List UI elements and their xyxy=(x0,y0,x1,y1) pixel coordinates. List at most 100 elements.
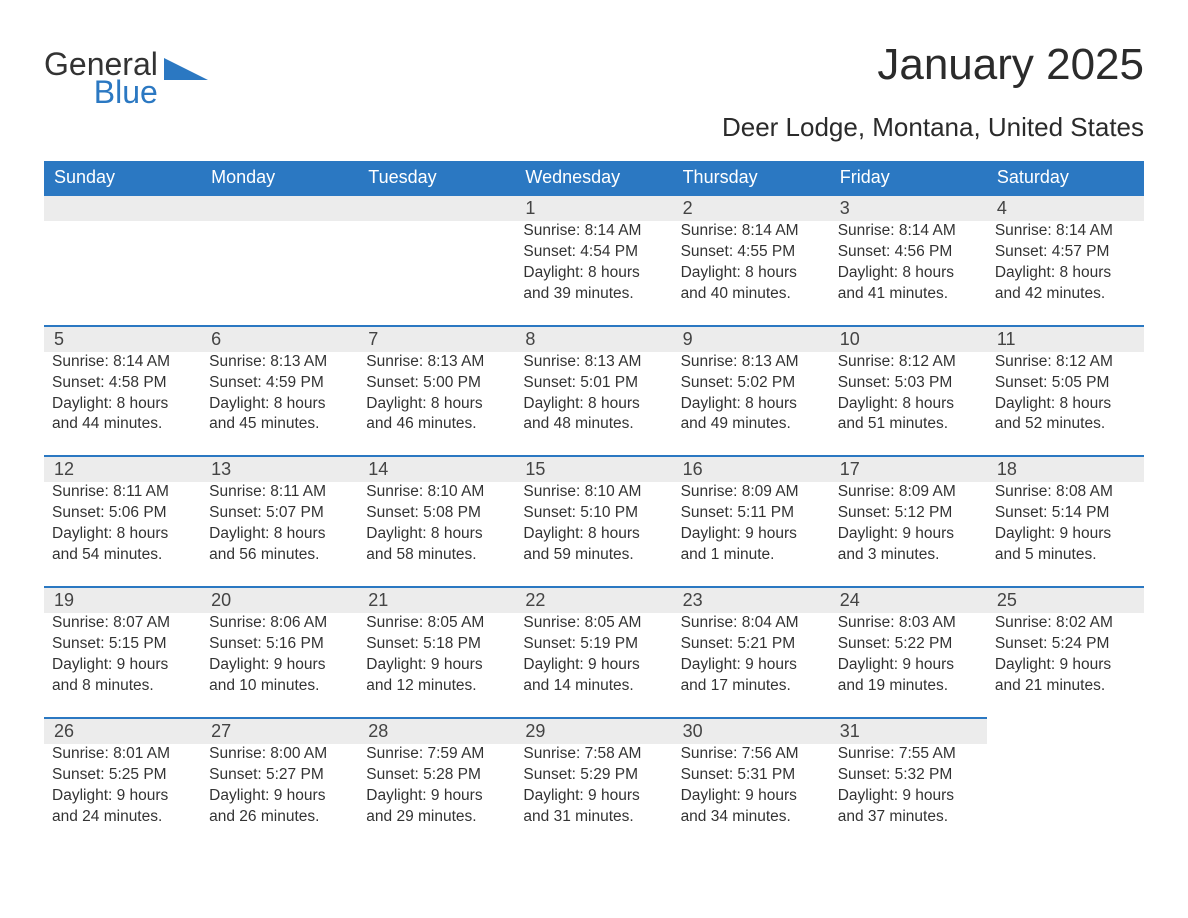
sunset-text: Sunset: 5:19 PM xyxy=(523,634,664,655)
day-number-cell: 25 xyxy=(987,587,1144,613)
sunrise-text: Sunrise: 8:10 AM xyxy=(366,482,507,503)
day-number-cell: 12 xyxy=(44,456,201,482)
sunset-text: Sunset: 4:56 PM xyxy=(838,242,979,263)
day-detail-cell: Sunrise: 7:58 AMSunset: 5:29 PMDaylight:… xyxy=(515,744,672,848)
day-number-cell: 21 xyxy=(358,587,515,613)
daylight-text: Daylight: 9 hours xyxy=(366,786,507,807)
day-number-row: 567891011 xyxy=(44,326,1144,352)
sunset-text: Sunset: 5:18 PM xyxy=(366,634,507,655)
location-subtitle: Deer Lodge, Montana, United States xyxy=(44,112,1144,143)
daylight-text: and 12 minutes. xyxy=(366,676,507,697)
daylight-text: and 45 minutes. xyxy=(209,414,350,435)
daylight-text: Daylight: 8 hours xyxy=(52,524,193,545)
day-header: Saturday xyxy=(987,161,1144,195)
day-header: Tuesday xyxy=(358,161,515,195)
daylight-text: and 31 minutes. xyxy=(523,807,664,828)
daylight-text: and 24 minutes. xyxy=(52,807,193,828)
daylight-text: and 52 minutes. xyxy=(995,414,1136,435)
day-detail-cell: Sunrise: 8:06 AMSunset: 5:16 PMDaylight:… xyxy=(201,613,358,718)
sunrise-text: Sunrise: 8:12 AM xyxy=(995,352,1136,373)
daylight-text: Daylight: 8 hours xyxy=(523,524,664,545)
day-number-cell: 26 xyxy=(44,718,201,744)
day-number-cell: 10 xyxy=(830,326,987,352)
daylight-text: and 26 minutes. xyxy=(209,807,350,828)
logo: General Blue xyxy=(44,40,208,108)
day-number-cell: 30 xyxy=(673,718,830,744)
daylight-text: Daylight: 8 hours xyxy=(209,394,350,415)
sunset-text: Sunset: 4:55 PM xyxy=(681,242,822,263)
daylight-text: and 19 minutes. xyxy=(838,676,979,697)
day-detail-cell: Sunrise: 8:07 AMSunset: 5:15 PMDaylight:… xyxy=(44,613,201,718)
day-detail-cell xyxy=(358,221,515,326)
daylight-text: and 44 minutes. xyxy=(52,414,193,435)
daylight-text: and 54 minutes. xyxy=(52,545,193,566)
day-number-cell: 19 xyxy=(44,587,201,613)
daylight-text: Daylight: 9 hours xyxy=(995,655,1136,676)
daylight-text: and 1 minute. xyxy=(681,545,822,566)
day-detail-cell: Sunrise: 8:05 AMSunset: 5:18 PMDaylight:… xyxy=(358,613,515,718)
header: General Blue January 2025 xyxy=(44,40,1144,108)
daylight-text: Daylight: 8 hours xyxy=(209,524,350,545)
sunset-text: Sunset: 5:06 PM xyxy=(52,503,193,524)
day-detail-cell xyxy=(201,221,358,326)
daylight-text: and 8 minutes. xyxy=(52,676,193,697)
day-detail-cell xyxy=(44,221,201,326)
sunrise-text: Sunrise: 8:13 AM xyxy=(523,352,664,373)
sunrise-text: Sunrise: 8:14 AM xyxy=(52,352,193,373)
sunset-text: Sunset: 4:58 PM xyxy=(52,373,193,394)
sunset-text: Sunset: 5:07 PM xyxy=(209,503,350,524)
day-detail-cell: Sunrise: 8:08 AMSunset: 5:14 PMDaylight:… xyxy=(987,482,1144,587)
daylight-text: Daylight: 9 hours xyxy=(52,655,193,676)
daylight-text: and 46 minutes. xyxy=(366,414,507,435)
day-detail-cell: Sunrise: 8:03 AMSunset: 5:22 PMDaylight:… xyxy=(830,613,987,718)
day-number-cell: 29 xyxy=(515,718,672,744)
day-header: Friday xyxy=(830,161,987,195)
day-number-cell: 2 xyxy=(673,195,830,221)
daylight-text: Daylight: 8 hours xyxy=(838,394,979,415)
day-detail-cell: Sunrise: 8:10 AMSunset: 5:08 PMDaylight:… xyxy=(358,482,515,587)
sunrise-text: Sunrise: 8:10 AM xyxy=(523,482,664,503)
sunset-text: Sunset: 5:25 PM xyxy=(52,765,193,786)
sunset-text: Sunset: 5:03 PM xyxy=(838,373,979,394)
day-number-cell: 31 xyxy=(830,718,987,744)
day-detail-cell: Sunrise: 8:11 AMSunset: 5:06 PMDaylight:… xyxy=(44,482,201,587)
day-number-cell: 1 xyxy=(515,195,672,221)
daylight-text: Daylight: 8 hours xyxy=(52,394,193,415)
sunset-text: Sunset: 5:05 PM xyxy=(995,373,1136,394)
sunrise-text: Sunrise: 8:05 AM xyxy=(523,613,664,634)
sunset-text: Sunset: 5:24 PM xyxy=(995,634,1136,655)
sunset-text: Sunset: 4:59 PM xyxy=(209,373,350,394)
day-number-cell: 17 xyxy=(830,456,987,482)
daylight-text: and 40 minutes. xyxy=(681,284,822,305)
sunset-text: Sunset: 5:31 PM xyxy=(681,765,822,786)
day-number-cell xyxy=(201,195,358,221)
day-detail-cell: Sunrise: 8:09 AMSunset: 5:12 PMDaylight:… xyxy=(830,482,987,587)
daylight-text: Daylight: 9 hours xyxy=(523,655,664,676)
sunset-text: Sunset: 5:01 PM xyxy=(523,373,664,394)
daylight-text: and 51 minutes. xyxy=(838,414,979,435)
daylight-text: Daylight: 9 hours xyxy=(52,786,193,807)
daylight-text: and 56 minutes. xyxy=(209,545,350,566)
daylight-text: Daylight: 9 hours xyxy=(681,524,822,545)
day-header: Monday xyxy=(201,161,358,195)
day-number-cell: 20 xyxy=(201,587,358,613)
calendar-header-row: Sunday Monday Tuesday Wednesday Thursday… xyxy=(44,161,1144,195)
day-detail-cell: Sunrise: 8:14 AMSunset: 4:57 PMDaylight:… xyxy=(987,221,1144,326)
day-number-cell: 28 xyxy=(358,718,515,744)
day-number-cell: 3 xyxy=(830,195,987,221)
sunrise-text: Sunrise: 8:14 AM xyxy=(838,221,979,242)
daylight-text: and 17 minutes. xyxy=(681,676,822,697)
sunrise-text: Sunrise: 8:00 AM xyxy=(209,744,350,765)
sunrise-text: Sunrise: 8:12 AM xyxy=(838,352,979,373)
daylight-text: Daylight: 8 hours xyxy=(681,263,822,284)
daylight-text: Daylight: 8 hours xyxy=(366,394,507,415)
day-detail-cell: Sunrise: 8:09 AMSunset: 5:11 PMDaylight:… xyxy=(673,482,830,587)
day-number-cell: 24 xyxy=(830,587,987,613)
day-detail-cell: Sunrise: 8:10 AMSunset: 5:10 PMDaylight:… xyxy=(515,482,672,587)
sunset-text: Sunset: 5:21 PM xyxy=(681,634,822,655)
day-number-cell: 22 xyxy=(515,587,672,613)
daylight-text: Daylight: 9 hours xyxy=(681,655,822,676)
daylight-text: Daylight: 8 hours xyxy=(995,394,1136,415)
daylight-text: and 3 minutes. xyxy=(838,545,979,566)
sunrise-text: Sunrise: 8:14 AM xyxy=(523,221,664,242)
